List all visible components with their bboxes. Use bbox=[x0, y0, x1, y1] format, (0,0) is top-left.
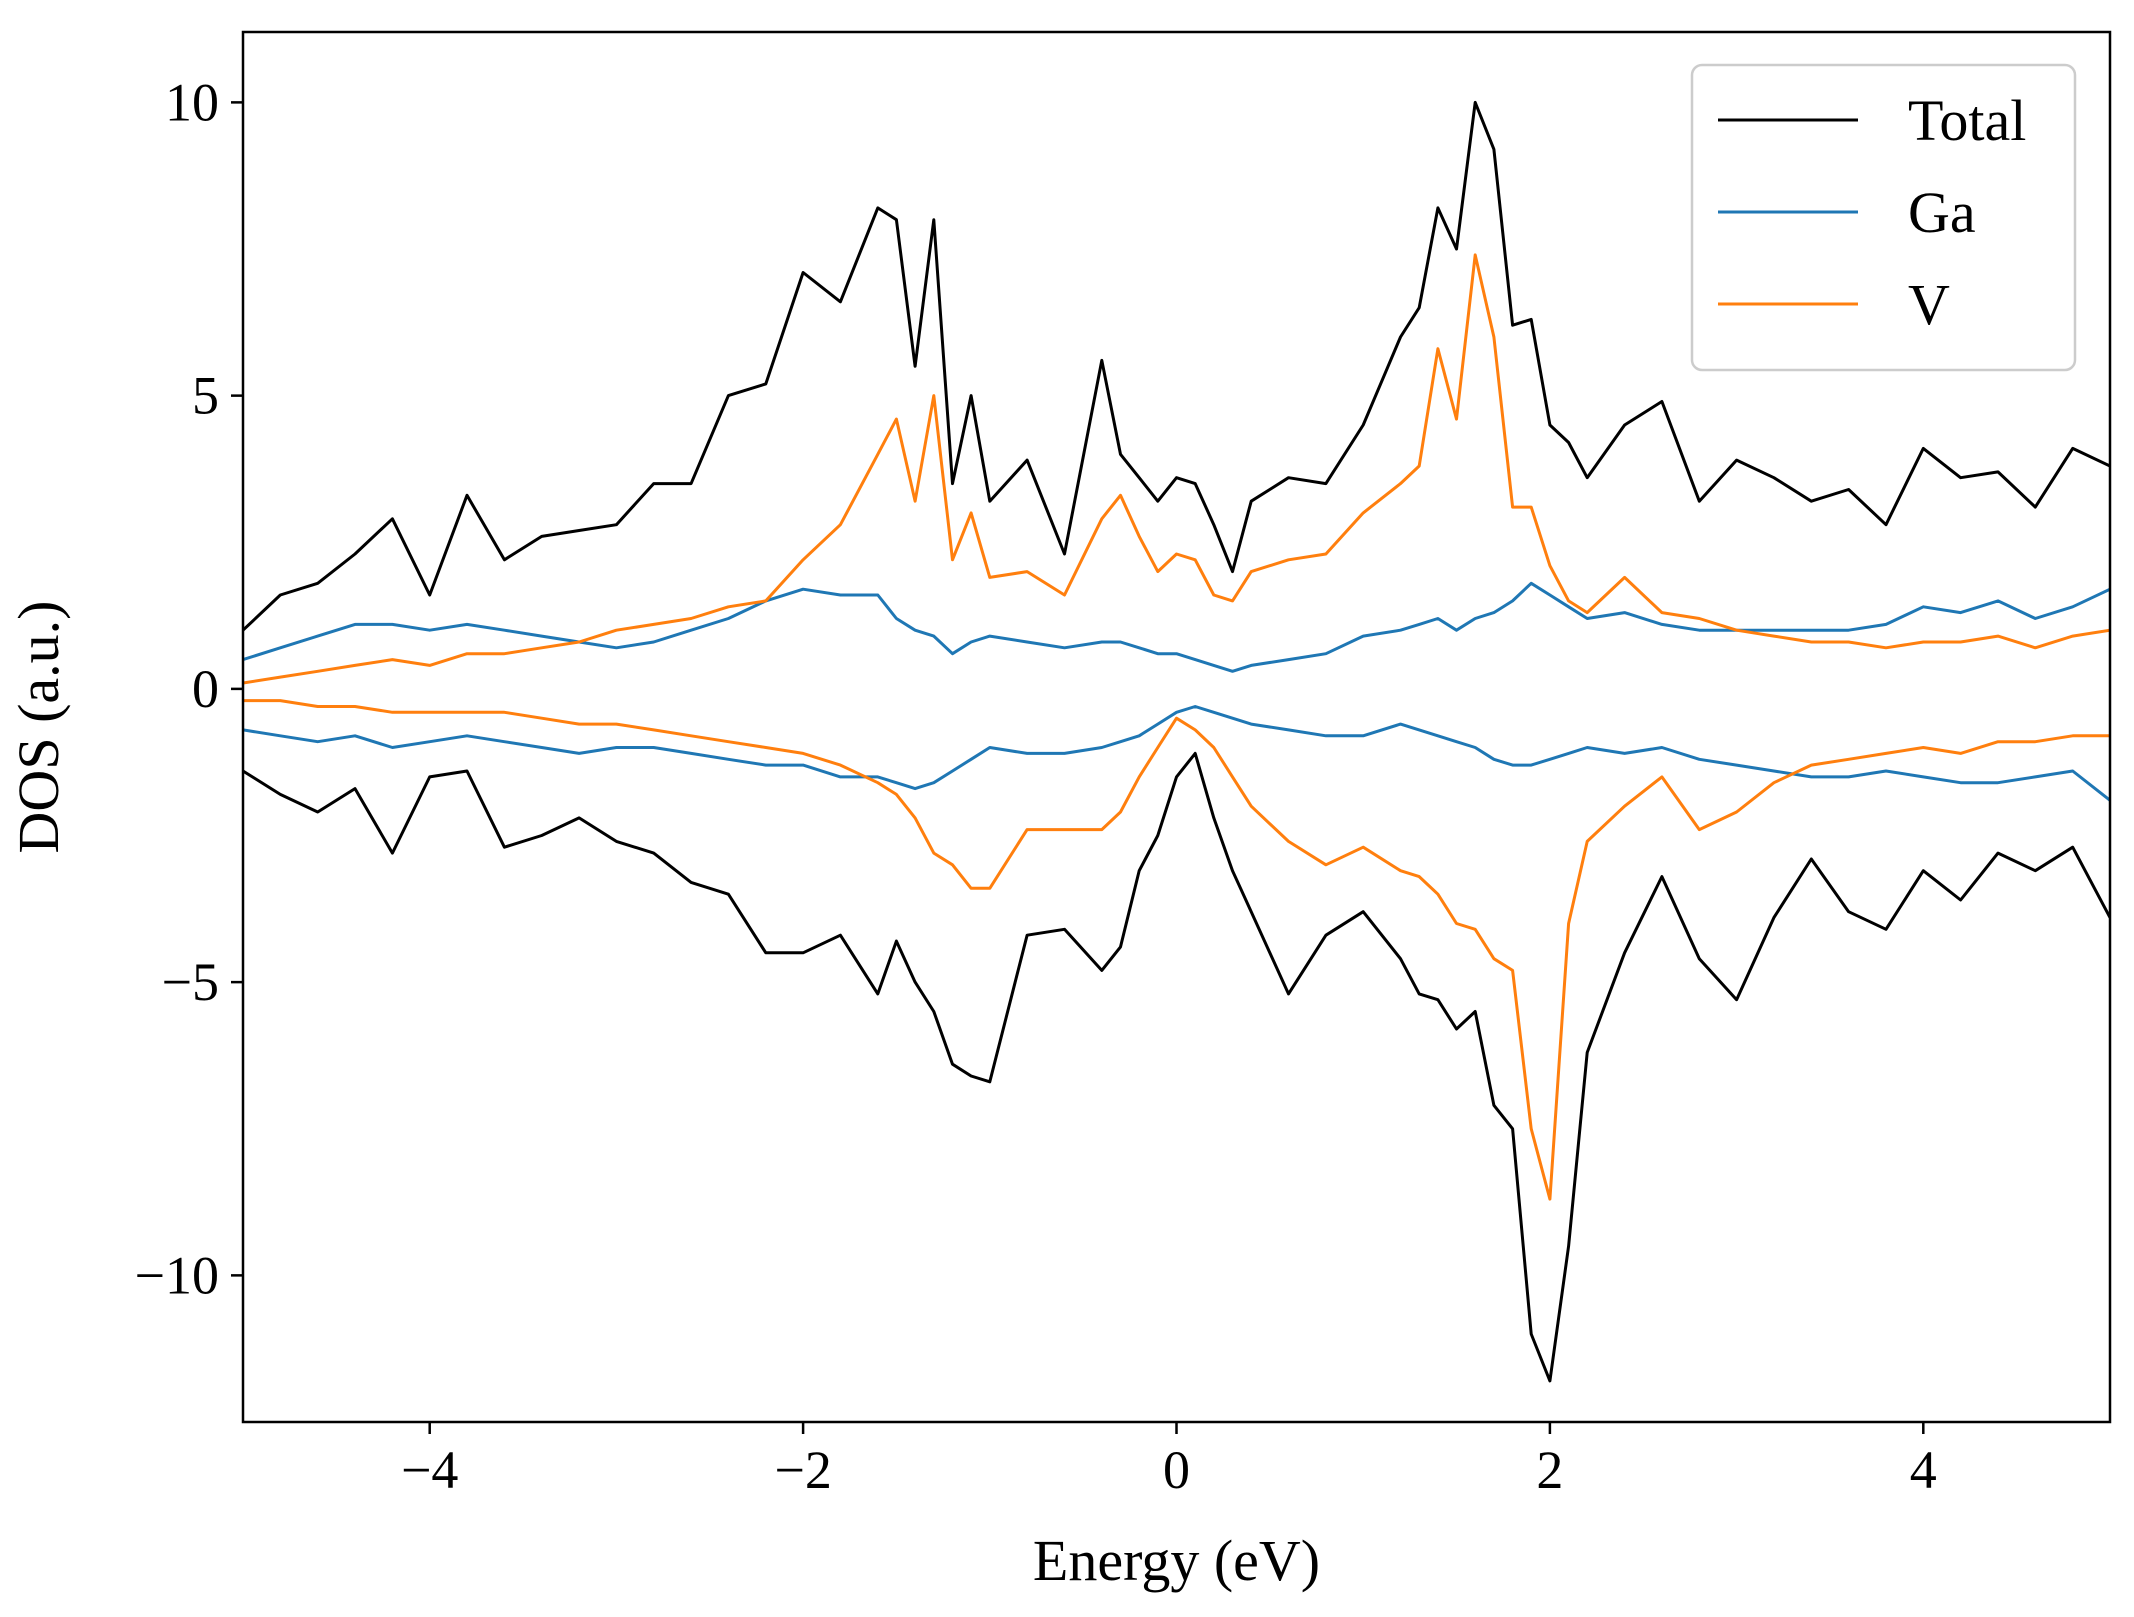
x-tick-label: 4 bbox=[1910, 1440, 1937, 1500]
y-tick-label: 0 bbox=[192, 659, 219, 719]
x-tick-label: 2 bbox=[1536, 1440, 1563, 1500]
x-axis-label: Energy (eV) bbox=[1033, 1528, 1320, 1593]
series-layer bbox=[243, 100, 2110, 1383]
x-axis: −4 −2 0 2 4 bbox=[401, 1422, 1937, 1500]
y-tick-label: 10 bbox=[165, 72, 219, 132]
x-tick-label: 0 bbox=[1163, 1440, 1190, 1500]
series-line-v-spin-down bbox=[243, 699, 2110, 1201]
y-axis: −10 −5 0 5 10 bbox=[135, 72, 243, 1305]
series-line-total-spin-down bbox=[243, 751, 2110, 1383]
series-line-ga-spin-up bbox=[243, 581, 2110, 673]
y-tick-label: −5 bbox=[162, 952, 219, 1012]
legend: Total Ga V bbox=[1690, 63, 2077, 372]
y-tick-label: 5 bbox=[192, 366, 219, 426]
legend-label-v: V bbox=[1908, 272, 1950, 337]
x-tick-label: −2 bbox=[774, 1440, 831, 1500]
series-line-v-spin-up bbox=[243, 253, 2110, 685]
legend-label-ga: Ga bbox=[1908, 180, 1976, 245]
legend-label-total: Total bbox=[1908, 88, 2026, 153]
legend-box bbox=[1690, 63, 2077, 372]
y-tick-label: −10 bbox=[135, 1245, 219, 1305]
series-line-ga-spin-down bbox=[243, 705, 2110, 802]
series-line-total-spin-up bbox=[243, 100, 2110, 632]
x-tick-label: −4 bbox=[401, 1440, 458, 1500]
y-axis-label: DOS (a.u.) bbox=[6, 601, 71, 854]
